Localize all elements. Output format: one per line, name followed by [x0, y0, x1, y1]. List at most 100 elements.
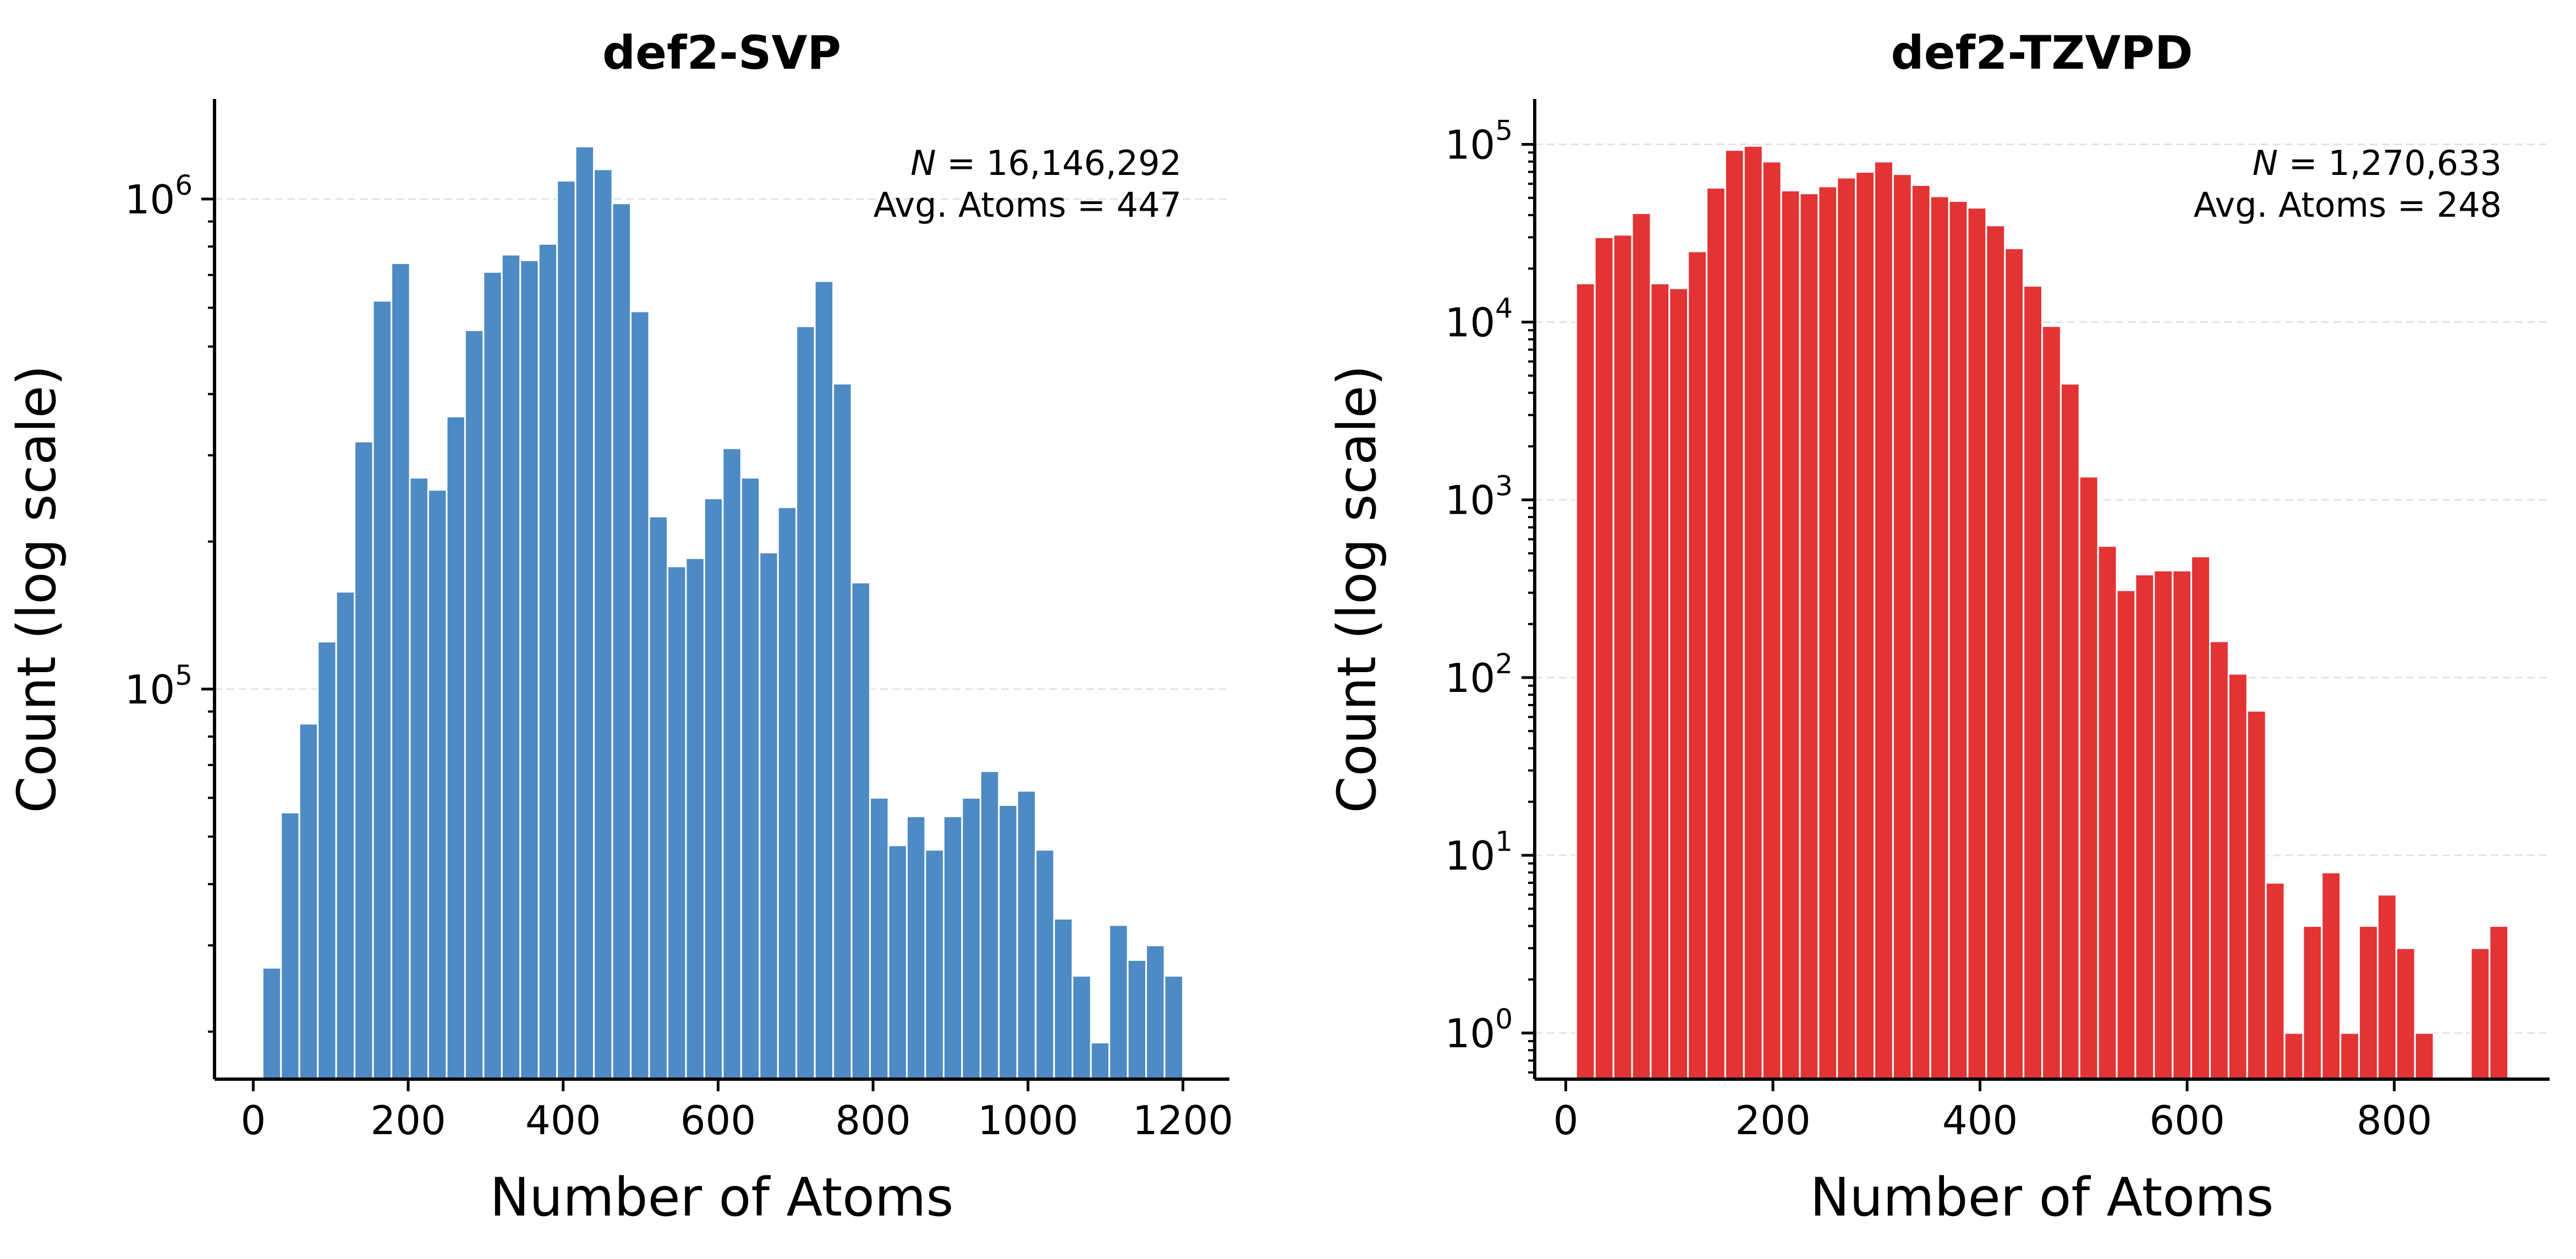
y-tick-label: 103: [1445, 470, 1513, 524]
histogram-bar: [648, 515, 669, 1080]
histogram-bar: [998, 804, 1018, 1080]
histogram-bar: [280, 811, 300, 1080]
histogram-bar: [2209, 640, 2229, 1080]
x-tick-label: 800: [2357, 1097, 2432, 1143]
x-tick-label: 200: [370, 1097, 446, 1143]
histogram-bar: [2153, 569, 2174, 1080]
histogram-bar: [1053, 917, 1074, 1080]
histogram-bar: [814, 280, 834, 1080]
histogram-bar: [2358, 925, 2379, 1080]
panel-def2-svp: 0 200 400 600 800 1000 1200 105 106 def2-SVP Numbe…: [6, 26, 1233, 1228]
histogram-bar: [1016, 790, 1037, 1080]
histogram-bar: [1874, 161, 1894, 1080]
y-tick-label: 102: [1445, 648, 1513, 701]
histogram-bar: [1817, 185, 1838, 1080]
histogram-bar: [630, 310, 650, 1080]
y-tick-label: 106: [125, 169, 193, 223]
histogram-bar: [391, 262, 411, 1080]
histogram-bar: [335, 591, 356, 1080]
annotation-avg-atoms: Avg. Atoms = 248: [2194, 185, 2502, 225]
histogram-bar: [2395, 947, 2416, 1080]
histogram-bar: [1910, 184, 1931, 1080]
histogram-bar: [446, 415, 466, 1080]
histogram-bar: [2339, 1032, 2360, 1080]
histogram-bar: [2116, 589, 2136, 1080]
histogram-bar: [2172, 569, 2193, 1080]
histogram-bar: [2041, 325, 2062, 1080]
histogram-bar: [961, 797, 981, 1080]
y-tick-label: 105: [1445, 114, 1513, 168]
histogram-bar: [887, 844, 908, 1080]
y-axis-label: Count (log scale): [1326, 365, 1388, 813]
histogram-bar: [501, 254, 521, 1080]
histogram-bar: [795, 325, 816, 1080]
x-axis-label: Number of Atoms: [490, 1167, 953, 1228]
histogram-bar: [261, 967, 282, 1080]
histogram-bar: [2302, 925, 2323, 1080]
histogram-bar: [611, 202, 632, 1080]
histogram-bar: [1761, 161, 1782, 1080]
x-tick-label: 0: [1553, 1097, 1579, 1143]
histogram-bar: [703, 497, 724, 1080]
histogram-bar: [1631, 212, 1652, 1080]
histogram-bar: [979, 770, 1000, 1080]
histogram-bar: [298, 723, 319, 1080]
x-axis-label: Number of Atoms: [1810, 1167, 2273, 1228]
histogram-bar: [1743, 145, 1764, 1080]
histogram-bar: [556, 180, 576, 1080]
y-tick-label: 104: [1445, 293, 1513, 346]
histogram-bar: [2004, 248, 2025, 1080]
histogram-bar: [1612, 234, 1633, 1080]
histogram-bar: [1929, 195, 1950, 1080]
histogram-bar: [869, 797, 889, 1080]
histogram-bar: [519, 259, 540, 1080]
y-tick-label: 105: [125, 659, 193, 713]
histogram-bar: [1127, 959, 1147, 1080]
histogram-bar: [574, 145, 595, 1080]
histogram-bar: [1594, 236, 1614, 1080]
histogram-bar: [537, 243, 558, 1080]
histogram-bar: [1836, 177, 1857, 1080]
histogram-bar: [464, 329, 485, 1080]
y-tick-label: 100: [1445, 1003, 1513, 1057]
x-tick-label: 200: [1735, 1097, 1810, 1143]
histogram-bar: [1687, 250, 1708, 1080]
histogram-bar: [740, 477, 761, 1080]
histogram-bar: [685, 557, 705, 1080]
histogram-bar: [482, 271, 503, 1080]
histogram-bar: [2097, 545, 2118, 1080]
x-tick-label: 400: [525, 1097, 601, 1143]
histogram-bar: [924, 849, 944, 1080]
histogram-bar: [667, 565, 687, 1080]
histogram-bar: [1985, 224, 2006, 1080]
histogram-bar: [832, 383, 853, 1080]
histogram-bar: [1090, 1042, 1111, 1080]
histogram-bar: [1108, 924, 1129, 1080]
chart-title: def2-TZVPD: [1891, 26, 2193, 80]
y-tick-label: 101: [1445, 826, 1513, 879]
histogram-bar: [2265, 882, 2286, 1080]
histogram-bar: [850, 581, 871, 1080]
histogram-bar: [1163, 975, 1184, 1080]
histogram-bar: [2470, 947, 2491, 1080]
histogram-bar: [1668, 287, 1689, 1080]
histogram-bar: [2321, 871, 2342, 1080]
histogram-bar: [2227, 673, 2248, 1080]
x-tick-label: 1200: [1133, 1097, 1233, 1143]
histogram-bar: [372, 300, 393, 1080]
histogram-bar: [2376, 894, 2397, 1080]
histogram-bar: [317, 641, 337, 1080]
histogram-bar: [2059, 383, 2080, 1080]
histogram-bar: [427, 489, 448, 1080]
annotation-count: N = 1,270,633: [2253, 143, 2502, 183]
histogram-bar: [2489, 925, 2509, 1080]
histogram-bar: [1967, 207, 1987, 1080]
x-tick-label: 1000: [977, 1097, 1078, 1143]
histogram-bar: [1855, 171, 1876, 1080]
histogram-bar: [2283, 1032, 2304, 1080]
histogram-bar: [1706, 186, 1726, 1080]
histogram-bar: [2414, 1032, 2435, 1080]
histogram-bar: [1145, 944, 1166, 1080]
histogram-bar: [1724, 149, 1745, 1080]
